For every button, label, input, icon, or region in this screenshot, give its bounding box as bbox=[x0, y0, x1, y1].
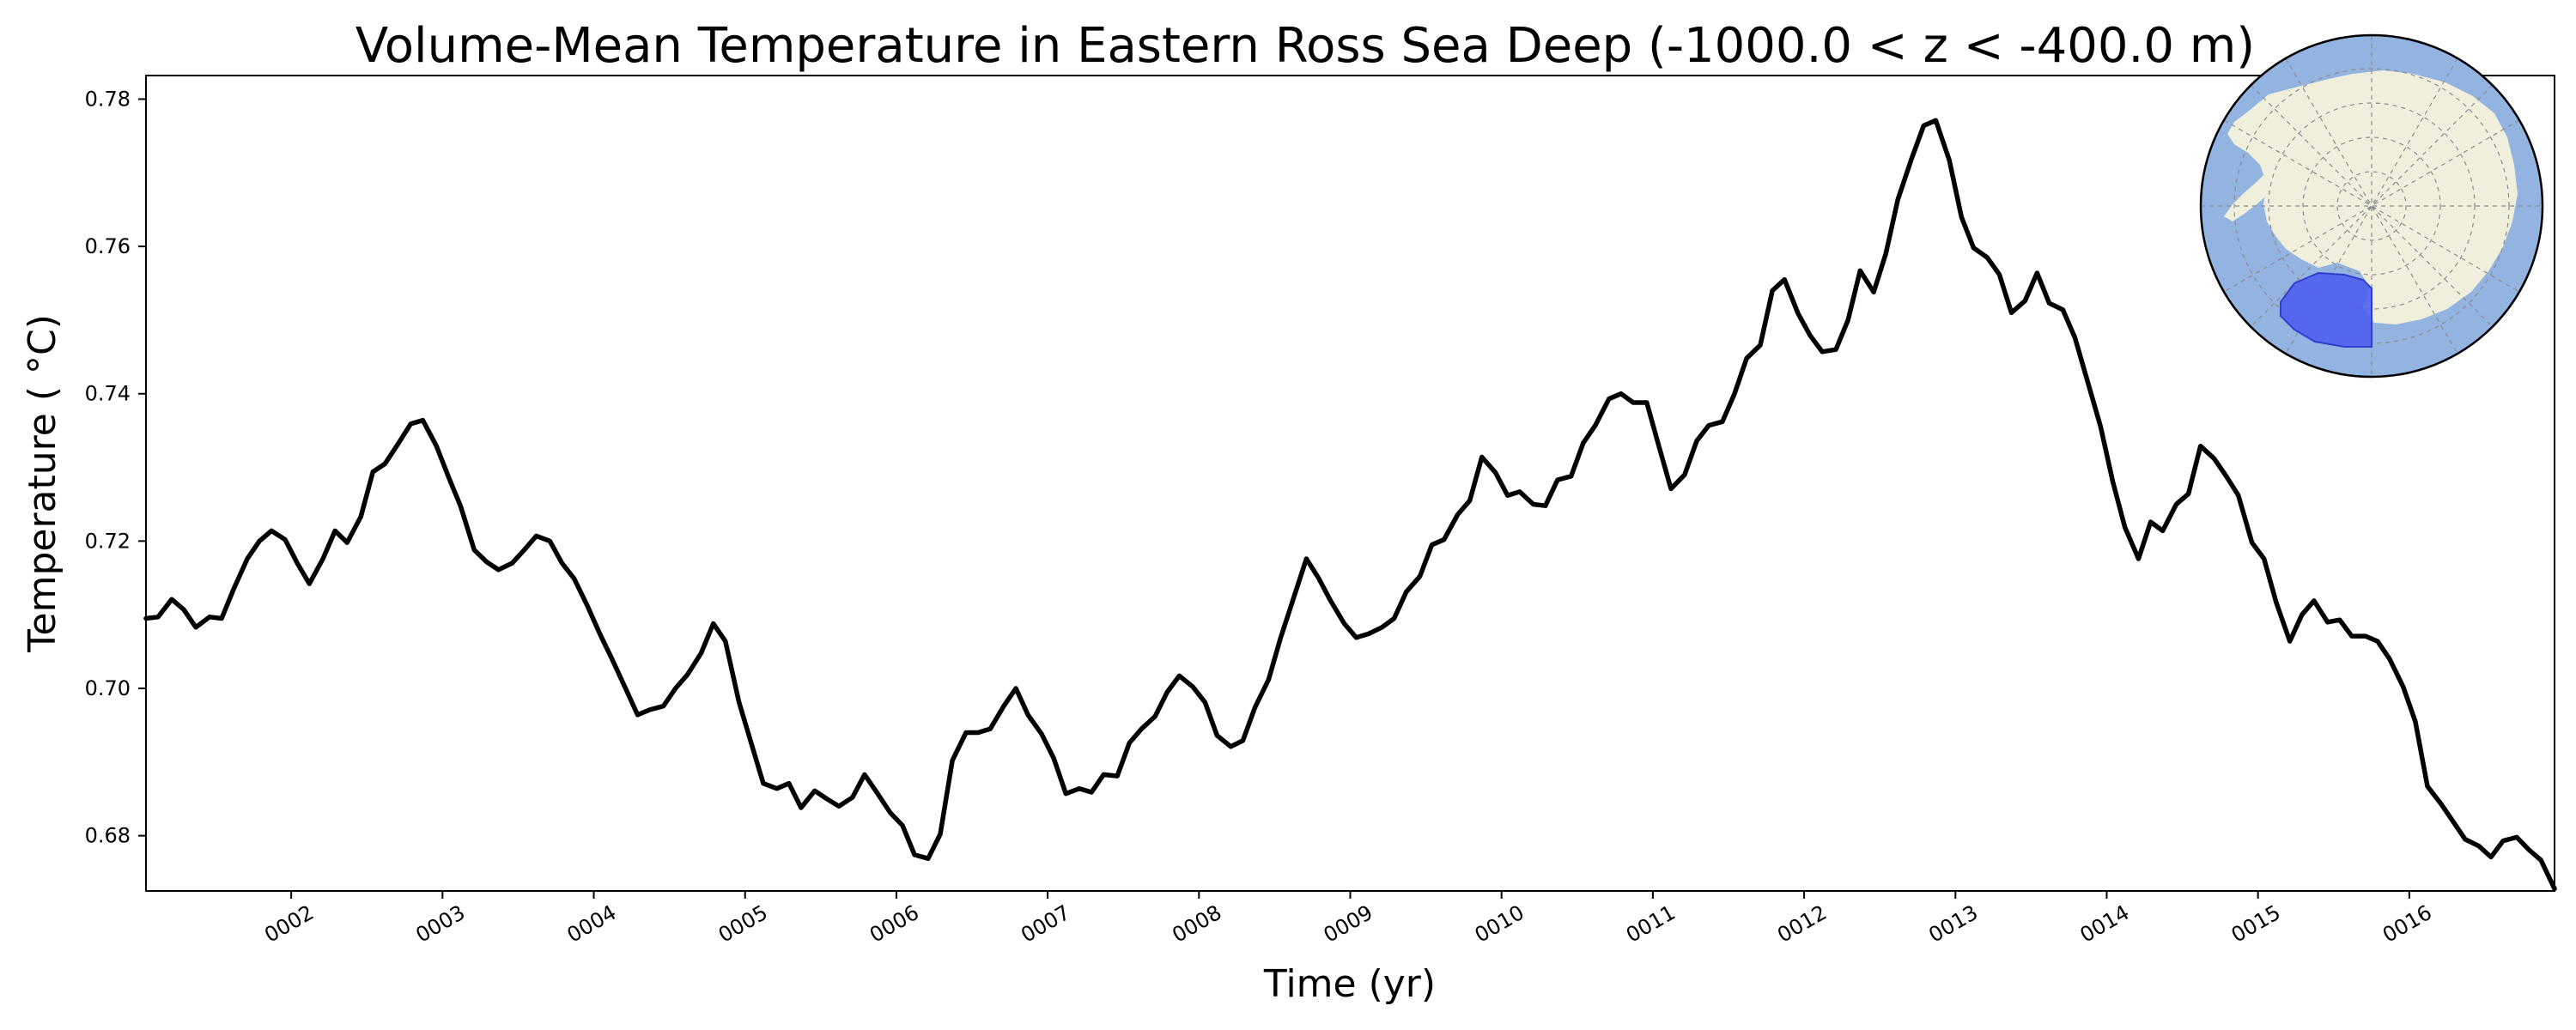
y-axis-label: Temperature ( °C) bbox=[21, 314, 64, 653]
y-tick-label: 0.76 bbox=[85, 234, 131, 258]
inset-border bbox=[2199, 33, 2544, 379]
y-tick-label: 0.70 bbox=[85, 676, 131, 700]
y-tick-label: 0.72 bbox=[85, 529, 131, 553]
eastern-ross-sea-region bbox=[2280, 271, 2372, 348]
x-axis-label: Time (yr) bbox=[1263, 962, 1436, 1006]
y-tick-label: 0.68 bbox=[85, 824, 131, 848]
antarctic-peninsula bbox=[2224, 172, 2269, 221]
series-line-temperature bbox=[143, 118, 2557, 892]
y-tick-label: 0.78 bbox=[85, 87, 131, 111]
chart-title: Volume-Mean Temperature in Eastern Ross … bbox=[355, 18, 2255, 74]
y-axis-ticks: 0.68 0.70 0.72 0.74 0.76 0.78 bbox=[85, 87, 146, 848]
antarctica-inset-map bbox=[2199, 33, 2544, 379]
y-tick-label: 0.74 bbox=[85, 382, 131, 406]
